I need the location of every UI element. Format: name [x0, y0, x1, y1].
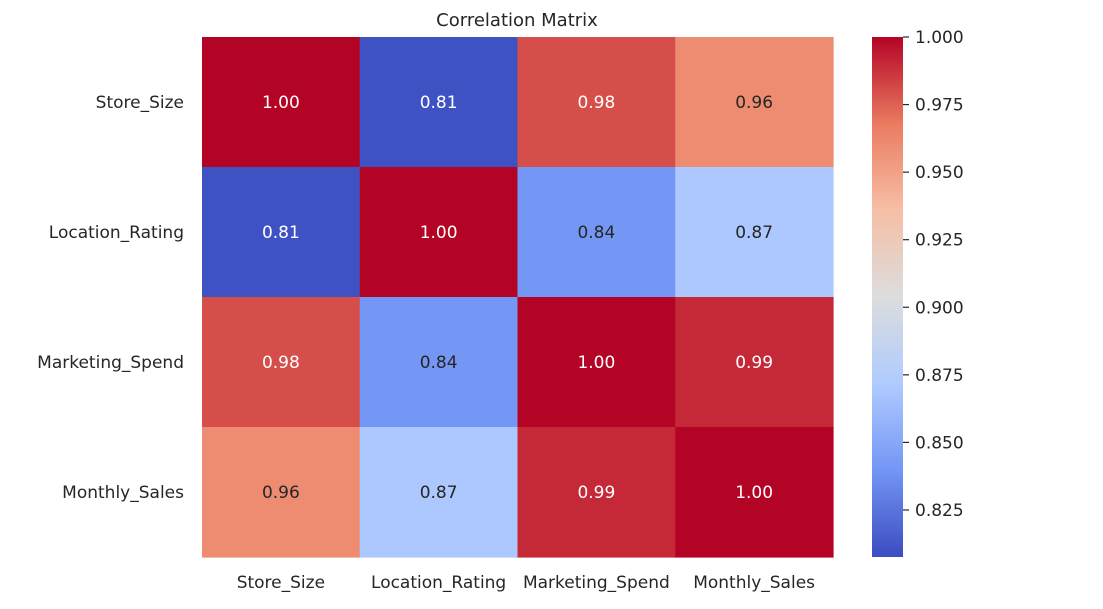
cell-value-label: 0.96 — [262, 483, 300, 503]
heatmap-cell — [517, 427, 676, 558]
heatmap-cell — [202, 427, 361, 558]
cell-value-label: 0.84 — [420, 353, 458, 373]
colorbar-tick-label: 1.000 — [915, 28, 964, 48]
cell-value-label: 0.99 — [577, 483, 615, 503]
heatmap-cells — [202, 37, 834, 558]
cell-value-label: 1.00 — [262, 93, 300, 113]
x-tick-label: Store_Size — [237, 573, 325, 593]
colorbar-tick-label: 0.875 — [915, 366, 964, 386]
y-axis-tick-labels: Store_Size Location_Rating Marketing_Spend… — [37, 93, 184, 503]
chart-title: Correlation Matrix — [436, 10, 598, 31]
x-axis-tick-labels: Store_Size Location_Rating Marketing_Spend… — [237, 573, 815, 593]
heatmap-annotations: 1.00 0.81 0.98 0.96 0.81 1.00 0.84 0.87 0.98 0.84… — [262, 93, 773, 503]
x-tick-label: Monthly_Sales — [693, 573, 815, 593]
heatmap-cell — [202, 167, 361, 298]
heatmap-cell — [675, 427, 834, 558]
colorbar-tick-label: 0.900 — [915, 298, 964, 318]
colorbar: 0.825 0.850 0.875 0.900 0.925 0.950 0.975 1.000 — [872, 28, 964, 557]
heatmap-cell — [359, 297, 519, 428]
colorbar-tick-label: 0.975 — [915, 96, 964, 116]
heatmap-cell — [359, 427, 519, 558]
heatmap-cell — [675, 297, 834, 428]
heatmap-cell — [359, 37, 519, 168]
heatmap-cell — [517, 37, 676, 168]
colorbar-tick-label: 0.850 — [915, 433, 964, 453]
cell-value-label: 1.00 — [420, 223, 458, 243]
heatmap-cell — [202, 37, 361, 168]
cell-value-label: 0.81 — [420, 93, 458, 113]
x-tick-label: Marketing_Spend — [523, 573, 670, 593]
cell-value-label: 1.00 — [577, 353, 615, 373]
cell-value-label: 0.87 — [420, 483, 458, 503]
cell-value-label: 0.98 — [262, 353, 300, 373]
heatmap-cell — [202, 297, 361, 428]
colorbar-tick-label: 0.925 — [915, 231, 964, 251]
cell-value-label: 0.96 — [735, 93, 773, 113]
colorbar-gradient — [872, 37, 903, 557]
y-tick-label: Marketing_Spend — [37, 353, 184, 373]
heatmap-cell — [359, 167, 519, 298]
cell-value-label: 0.81 — [262, 223, 300, 243]
y-tick-label: Store_Size — [96, 93, 184, 113]
cell-value-label: 0.98 — [577, 93, 615, 113]
heatmap-cell — [517, 167, 676, 298]
heatmap-cell — [675, 167, 834, 298]
y-tick-label: Monthly_Sales — [62, 483, 184, 503]
cell-value-label: 0.99 — [735, 353, 773, 373]
cell-value-label: 0.87 — [735, 223, 773, 243]
heatmap-cell — [675, 37, 834, 168]
colorbar-tick-label: 0.825 — [915, 501, 964, 521]
x-tick-label: Location_Rating — [371, 573, 506, 593]
cell-value-label: 1.00 — [735, 483, 773, 503]
colorbar-tick-label: 0.950 — [915, 163, 964, 183]
heatmap-cell — [517, 297, 676, 428]
y-tick-label: Location_Rating — [49, 223, 184, 243]
cell-value-label: 0.84 — [577, 223, 615, 243]
